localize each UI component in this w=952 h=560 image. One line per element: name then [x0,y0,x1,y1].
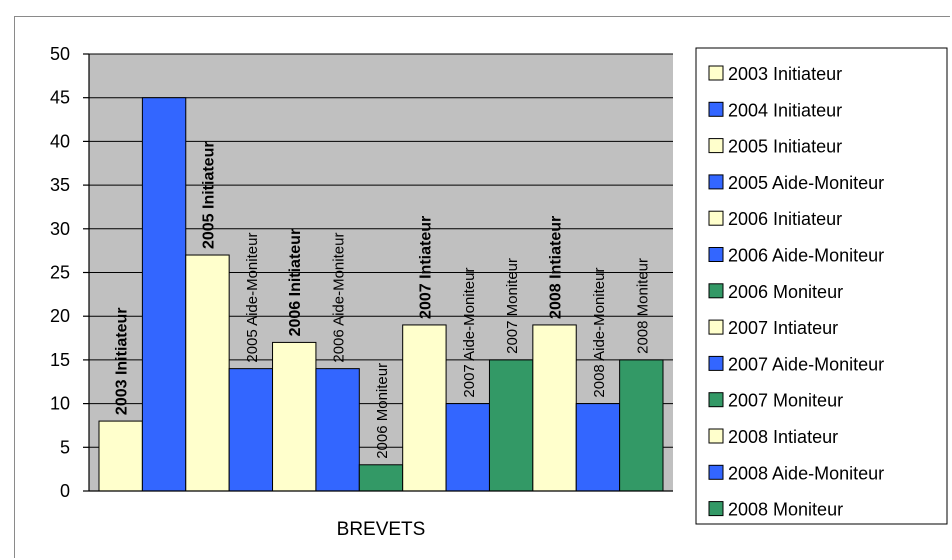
legend-entry: 2007 Aide-Moniteur [728,354,884,374]
legend-swatch [708,138,724,154]
y-axis-ticks: 0 5 10 15 20 25 30 35 40 45 50 [50,44,89,501]
legend-swatch [708,283,724,299]
bar [445,403,490,492]
bar [532,324,577,492]
legend-entry: 2008 Moniteur [728,500,843,520]
legend: 2003 Initiateur 2004 Initiateur 2005 Initi… [708,64,884,520]
legend-entry: 2003 Initiateur [728,64,842,84]
legend-swatch [708,319,724,335]
y-tick-label: 0 [60,481,70,501]
bar [315,368,360,492]
legend-entry: 2006 Aide-Moniteur [728,246,884,266]
bar-labels: 2003 Initiateur 2005 Initiateur 2005 Aide-… [114,141,652,458]
legend-entry: 2007 Intiateur [728,318,838,338]
legend-box [695,47,948,525]
bar-data-label: 2007 Moniteur [504,258,521,354]
legend-entry: 2006 Moniteur [728,282,843,302]
bar-data-label: 2003 Initiateur [114,307,131,415]
y-tick-label: 40 [50,131,70,151]
bar [402,324,447,492]
y-tick-label: 45 [50,88,70,108]
legend-swatch [708,65,724,81]
y-tick-label: 25 [50,263,70,283]
bar-data-label: 2008 Moniteur [634,258,651,354]
bar [358,464,404,492]
bar-data-label: 2006 Moniteur [374,363,391,459]
legend-swatch [708,210,724,226]
bar [98,420,143,492]
legend-swatch [708,355,724,371]
legend-entry: 2008 Intiateur [728,427,838,447]
legend-swatch [708,174,724,190]
chart-frame [14,16,950,558]
bar [575,403,621,492]
legend-entry: 2008 Aide-Moniteur [728,463,884,483]
legend-swatch [708,501,724,517]
y-tick-label: 10 [50,394,70,414]
y-tick-label: 15 [50,350,70,370]
bar-data-label: 2005 Initiateur [200,141,217,249]
legend-entry: 2004 Initiateur [728,100,842,120]
legend-entry: 2006 Initiateur [728,209,842,229]
legend-swatch [708,464,724,480]
bars [98,97,664,492]
legend-swatch [708,428,724,444]
legend-swatch [708,101,724,117]
bar [185,254,230,492]
y-tick-label: 35 [50,175,70,195]
bar-data-label: 2006 Initiateur [287,229,304,337]
bar-data-label: 2008 Aide-Moniteur [591,268,608,398]
bar-data-label: 2007 Aide-Moniteur [461,268,478,398]
bar [488,359,534,492]
bar [272,341,317,492]
bar [228,368,274,492]
bar [619,359,664,492]
legend-swatch [708,392,724,408]
bar-data-label: 2007 Intiateur [417,216,434,319]
bar-data-label: 2005 Aide-Moniteur [244,233,261,363]
legend-swatch [708,247,724,262]
legend-entry: 2007 Moniteur [728,391,843,411]
bar-data-label: 2008 Intiateur [548,216,565,319]
x-axis-label: BREVETS [337,519,426,540]
bar [141,97,187,492]
legend-entry: 2005 Initiateur [728,137,842,157]
y-tick-label: 5 [60,437,70,457]
y-tick-label: 50 [50,44,70,64]
y-tick-label: 30 [50,219,70,239]
bar-data-label: 2006 Aide-Moniteur [331,233,348,363]
legend-entry: 2005 Aide-Moniteur [728,173,884,193]
y-tick-label: 20 [50,306,70,326]
